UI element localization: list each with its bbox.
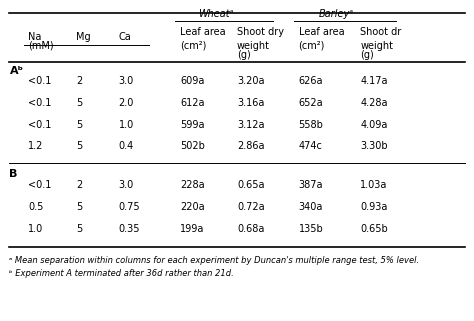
Text: 135b: 135b bbox=[299, 223, 323, 234]
Text: <0.1: <0.1 bbox=[28, 180, 52, 190]
Text: (g): (g) bbox=[237, 50, 251, 60]
Text: 502b: 502b bbox=[180, 141, 205, 152]
Text: (mM): (mM) bbox=[28, 40, 54, 51]
Text: 0.72a: 0.72a bbox=[237, 202, 264, 212]
Text: 3.16a: 3.16a bbox=[237, 98, 264, 108]
Text: Leaf area: Leaf area bbox=[180, 27, 226, 37]
Text: 0.65b: 0.65b bbox=[360, 223, 388, 234]
Text: ᵃ Mean separation within columns for each experiment by Duncan's multiple range : ᵃ Mean separation within columns for eac… bbox=[9, 256, 419, 265]
Text: ᵇ Experiment A terminated after 36d rather than 21d.: ᵇ Experiment A terminated after 36d rath… bbox=[9, 269, 234, 278]
Text: Ca: Ca bbox=[118, 32, 131, 42]
Text: 1.0: 1.0 bbox=[28, 223, 44, 234]
Text: weight: weight bbox=[360, 40, 393, 51]
Text: 474c: 474c bbox=[299, 141, 322, 152]
Text: 0.68a: 0.68a bbox=[237, 223, 264, 234]
Text: 220a: 220a bbox=[180, 202, 205, 212]
Text: 0.4: 0.4 bbox=[118, 141, 134, 152]
Text: 5: 5 bbox=[76, 202, 82, 212]
Text: (cm²): (cm²) bbox=[180, 40, 207, 51]
Text: 0.93a: 0.93a bbox=[360, 202, 388, 212]
Text: 3.12a: 3.12a bbox=[237, 119, 264, 130]
Text: Shoot dry: Shoot dry bbox=[237, 27, 284, 37]
Text: 612a: 612a bbox=[180, 98, 205, 108]
Text: 3.0: 3.0 bbox=[118, 180, 134, 190]
Text: 0.5: 0.5 bbox=[28, 202, 44, 212]
Text: 3.0: 3.0 bbox=[118, 76, 134, 86]
Text: 4.17a: 4.17a bbox=[360, 76, 388, 86]
Text: 5: 5 bbox=[76, 119, 82, 130]
Text: Na: Na bbox=[28, 32, 42, 42]
Text: 652a: 652a bbox=[299, 98, 323, 108]
Text: Barleyᵃ: Barleyᵃ bbox=[319, 9, 354, 20]
Text: Leaf area: Leaf area bbox=[299, 27, 344, 37]
Text: <0.1: <0.1 bbox=[28, 119, 52, 130]
Text: (g): (g) bbox=[360, 50, 374, 60]
Text: Wheatᵃ: Wheatᵃ bbox=[198, 9, 233, 20]
Text: 2.0: 2.0 bbox=[118, 98, 134, 108]
Text: 4.28a: 4.28a bbox=[360, 98, 388, 108]
Text: 626a: 626a bbox=[299, 76, 323, 86]
Text: <0.1: <0.1 bbox=[28, 76, 52, 86]
Text: 609a: 609a bbox=[180, 76, 204, 86]
Text: 5: 5 bbox=[76, 223, 82, 234]
Text: B: B bbox=[9, 169, 18, 179]
Text: 3.30b: 3.30b bbox=[360, 141, 388, 152]
Text: 5: 5 bbox=[76, 141, 82, 152]
Text: <0.1: <0.1 bbox=[28, 98, 52, 108]
Text: 0.65a: 0.65a bbox=[237, 180, 264, 190]
Text: Mg: Mg bbox=[76, 32, 91, 42]
Text: 387a: 387a bbox=[299, 180, 323, 190]
Text: 228a: 228a bbox=[180, 180, 205, 190]
Text: 1.03a: 1.03a bbox=[360, 180, 388, 190]
Text: 340a: 340a bbox=[299, 202, 323, 212]
Text: (cm²): (cm²) bbox=[299, 40, 325, 51]
Text: 2.86a: 2.86a bbox=[237, 141, 264, 152]
Text: 199a: 199a bbox=[180, 223, 204, 234]
Text: 558b: 558b bbox=[299, 119, 323, 130]
Text: 2: 2 bbox=[76, 180, 82, 190]
Text: 3.20a: 3.20a bbox=[237, 76, 264, 86]
Text: 0.35: 0.35 bbox=[118, 223, 140, 234]
Text: 0.75: 0.75 bbox=[118, 202, 140, 212]
Text: 5: 5 bbox=[76, 98, 82, 108]
Text: Shoot dr: Shoot dr bbox=[360, 27, 401, 37]
Text: 2: 2 bbox=[76, 76, 82, 86]
Text: 1.0: 1.0 bbox=[118, 119, 134, 130]
Text: 599a: 599a bbox=[180, 119, 205, 130]
Text: Aᵇ: Aᵇ bbox=[9, 65, 24, 76]
Text: 1.2: 1.2 bbox=[28, 141, 44, 152]
Text: 4.09a: 4.09a bbox=[360, 119, 388, 130]
Text: weight: weight bbox=[237, 40, 270, 51]
